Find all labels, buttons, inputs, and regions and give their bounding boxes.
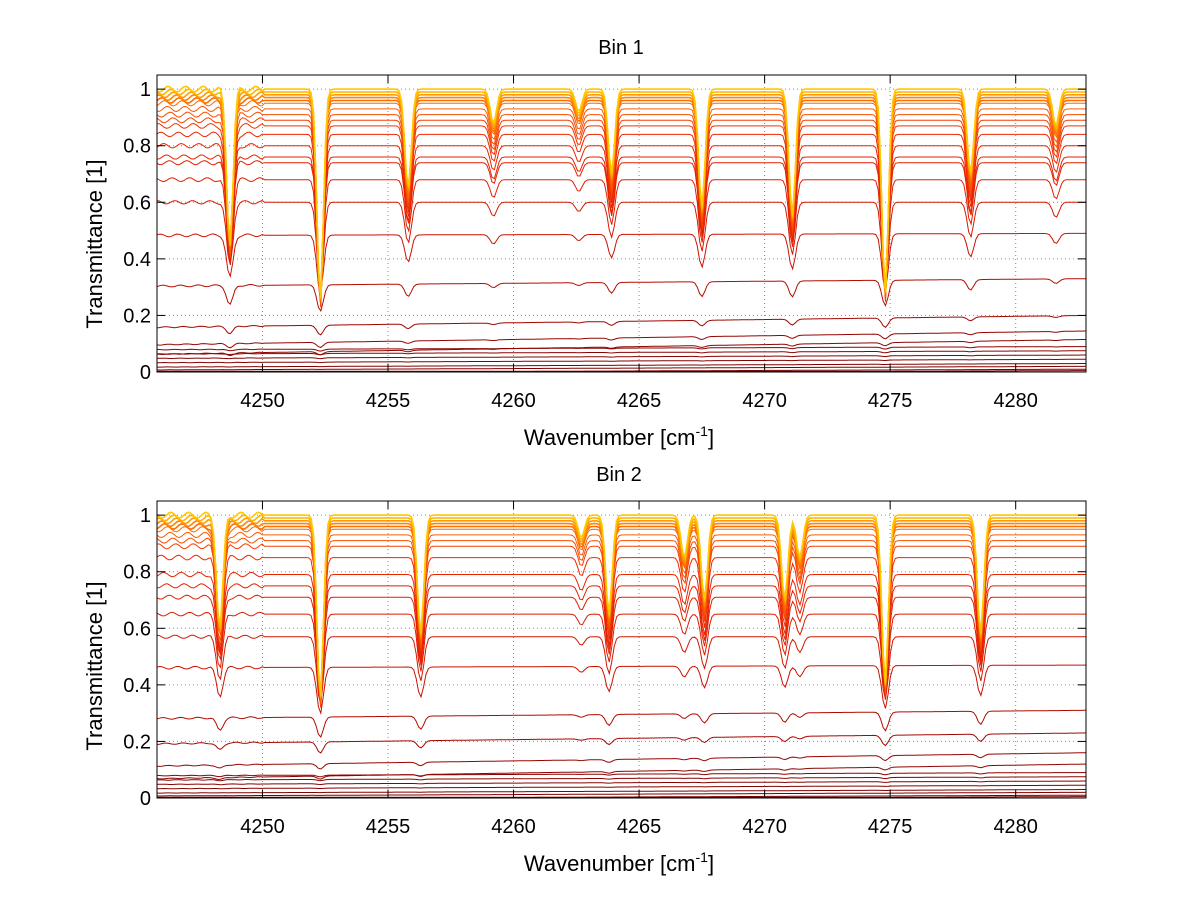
series-line xyxy=(156,354,1086,360)
series-line xyxy=(156,594,1086,702)
series-line xyxy=(156,763,1086,781)
series-line xyxy=(156,554,1086,708)
series-line xyxy=(157,122,1086,308)
x-tick-label: 4260 xyxy=(491,390,536,412)
series-line xyxy=(156,177,1086,291)
series-line xyxy=(156,791,1087,797)
y-tick-label: 0.6 xyxy=(123,618,151,640)
x-tick-label: 4270 xyxy=(742,816,787,838)
series-line xyxy=(156,350,1086,356)
y-tick-label: 0 xyxy=(140,362,151,384)
series-line xyxy=(156,611,1086,702)
series-line xyxy=(156,314,1087,336)
y-tick-label: 0.2 xyxy=(123,305,151,327)
x-axis-label-main: Wavenumber [cm xyxy=(524,425,696,450)
x-tick-label: 4265 xyxy=(617,390,662,412)
series-line xyxy=(156,784,1086,790)
x-axis-label-superscript: -1 xyxy=(696,849,709,865)
y-tick-label: 0.4 xyxy=(123,249,151,271)
x-axis-label-end: ] xyxy=(708,851,714,876)
y-axis-label: Transmittance [1] xyxy=(82,159,107,328)
series-line xyxy=(157,363,1086,368)
series-line xyxy=(156,232,1086,293)
series-line xyxy=(156,358,1086,364)
series-line xyxy=(156,634,1086,705)
series-line xyxy=(156,346,1087,352)
series-line xyxy=(156,664,1086,716)
series-line xyxy=(156,732,1087,754)
y-axis-label: Transmittance [1] xyxy=(82,581,107,750)
series-line xyxy=(156,365,1087,371)
series-line xyxy=(157,368,1086,372)
series-line xyxy=(156,85,1086,298)
series-line xyxy=(157,794,1086,798)
x-tick-label: 4250 xyxy=(240,816,285,838)
series-line xyxy=(156,278,1086,313)
panel-bin-2: Bin 2 4250 4255 4260 4265 4270 4275 4280 00.20… xyxy=(82,464,1087,876)
x-axis-label-main: Wavenumber [cm xyxy=(524,851,696,876)
y-tick-label: 0.8 xyxy=(123,562,151,584)
y-axis-ticks: 0 0.2 0.4 0.6 0.8 1 xyxy=(123,505,1086,810)
series-line xyxy=(156,709,1086,738)
x-axis-label-superscript: -1 xyxy=(696,423,709,439)
x-tick-label: 4275 xyxy=(868,816,913,838)
y-tick-label: 0.4 xyxy=(123,675,151,697)
x-axis-ticks: 4250 4255 4260 4265 4270 4275 4280 xyxy=(240,75,1038,412)
plot-series xyxy=(156,511,1087,798)
y-tick-label: 1 xyxy=(140,505,151,527)
y-axis-ticks: 0 0.2 0.4 0.6 0.8 1 xyxy=(123,79,1086,384)
y-tick-label: 0 xyxy=(140,788,151,810)
series-line xyxy=(156,780,1086,786)
series-line xyxy=(156,571,1086,705)
series-line xyxy=(156,583,1086,703)
series-line xyxy=(156,511,1086,696)
panel-bin-1: Bin 1 4250 4255 4260 4265 4270 4275 4280 00.20… xyxy=(82,37,1087,450)
x-tick-label: 4250 xyxy=(240,390,285,412)
series-line xyxy=(156,117,1086,306)
y-tick-label: 0.8 xyxy=(123,136,151,158)
x-axis-ticks: 4250 4255 4260 4265 4270 4275 4280 xyxy=(240,501,1038,838)
series-line xyxy=(157,789,1086,794)
x-tick-label: 4280 xyxy=(993,390,1038,412)
x-tick-label: 4275 xyxy=(868,390,913,412)
x-tick-label: 4280 xyxy=(993,816,1038,838)
y-tick-label: 0.6 xyxy=(123,192,151,214)
series-line xyxy=(156,200,1086,289)
x-tick-label: 4255 xyxy=(366,816,411,838)
series-line xyxy=(156,131,1086,304)
series-line xyxy=(156,160,1086,295)
series-line xyxy=(156,154,1086,296)
x-axis-label: Wavenumber [cm-1] xyxy=(524,849,714,876)
series-line xyxy=(156,339,1086,357)
series-line xyxy=(156,752,1087,770)
plot-area-frame xyxy=(156,500,1087,799)
y-tick-label: 0.2 xyxy=(123,731,151,753)
plot-area-frame xyxy=(156,74,1087,373)
series-line xyxy=(156,772,1087,778)
series-line xyxy=(157,543,1086,708)
series-line xyxy=(156,111,1086,305)
plot-series xyxy=(156,85,1087,372)
series-line xyxy=(156,531,1086,704)
series-line xyxy=(156,330,1086,349)
y-tick-label: 1 xyxy=(140,79,151,101)
x-tick-label: 4260 xyxy=(491,816,536,838)
series-line xyxy=(156,537,1086,706)
x-tick-label: 4255 xyxy=(366,390,411,412)
chart-title: Bin 2 xyxy=(596,464,642,486)
x-tick-label: 4270 xyxy=(742,390,787,412)
x-axis-label: Wavenumber [cm-1] xyxy=(524,423,714,450)
chart-title: Bin 1 xyxy=(598,37,644,59)
series-line xyxy=(156,776,1086,782)
x-axis-label-end: ] xyxy=(708,425,714,450)
series-line xyxy=(156,105,1086,303)
series-line xyxy=(156,142,1086,300)
x-tick-label: 4265 xyxy=(617,816,662,838)
